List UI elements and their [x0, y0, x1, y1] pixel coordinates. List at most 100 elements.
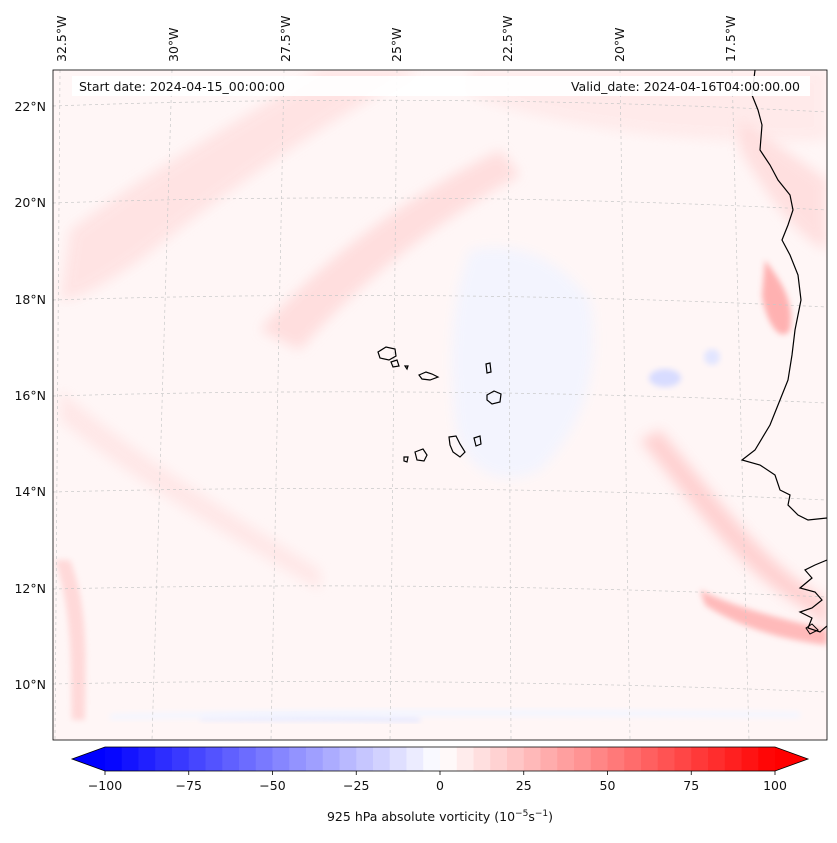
- longitude-labels: 32.5°W 30°W 27.5°W 25°W 22.5°W 20°W 17.5…: [54, 16, 738, 62]
- colorbar-tick-label: 50: [600, 778, 616, 793]
- island-fogo: [414, 448, 428, 462]
- island-sao-nicolau: [418, 371, 440, 381]
- island-santiago: [448, 435, 466, 458]
- lat-label: 18°N: [14, 292, 46, 307]
- colorbar-cell: [456, 747, 474, 771]
- colorbar-cell: [121, 747, 139, 771]
- lon-label: 20°W: [612, 27, 627, 62]
- island-santa-luzia: [403, 365, 409, 371]
- colorbar-cell: [222, 747, 240, 771]
- colorbar-cell: [724, 747, 742, 771]
- header-strip: [72, 76, 810, 96]
- vorticity-negative-patch-2: [704, 349, 720, 365]
- vorticity-band-central: [260, 150, 520, 350]
- vorticity-band-west: [60, 390, 320, 590]
- colorbar-tick-label: −75: [176, 778, 202, 793]
- lat-label: 14°N: [14, 484, 46, 499]
- colorbar-tick-label: −100: [88, 778, 122, 793]
- map-frame: [52, 69, 828, 741]
- colorbar-cell: [423, 747, 441, 771]
- colorbar-tick-label: 75: [683, 778, 699, 793]
- valid-date-label: Valid_date: 2024-04-16T04:00:00.00: [571, 79, 800, 94]
- coastline-guinea: [798, 559, 827, 633]
- colorbar-ticks: −100 −75 −50 −25 0 25 50 75 100: [88, 771, 787, 793]
- colorbar-cell: [557, 747, 575, 771]
- colorbar-cell: [657, 747, 675, 771]
- colorbar-cell: [607, 747, 625, 771]
- colorbar-cell: [172, 747, 190, 771]
- colorbar-cell: [540, 747, 558, 771]
- colorbar-cell: [674, 747, 692, 771]
- colorbar-tick-label: −50: [259, 778, 285, 793]
- colorbar-cell: [105, 747, 123, 771]
- colorbar-cell: [624, 747, 642, 771]
- island-boa-vista: [486, 390, 502, 405]
- colorbar-cell: [507, 747, 525, 771]
- colorbar-cell: [239, 747, 257, 771]
- colorbar-cell: [255, 747, 273, 771]
- vorticity-band-coast: [640, 430, 827, 640]
- colorbar-cell: [691, 747, 709, 771]
- start-date-label: Start date: 2024-04-15_00:00:00: [79, 79, 285, 94]
- colorbar-cell: [339, 747, 357, 771]
- colorbar-cell: [473, 747, 491, 771]
- coastline-bijagos: [805, 623, 819, 635]
- colorbar-cell: [188, 747, 206, 771]
- lat-label: 16°N: [14, 388, 46, 403]
- colorbar-extend-max: [775, 747, 808, 771]
- cape-verde-islands: [377, 346, 502, 463]
- colorbar-tick-label: 25: [516, 778, 532, 793]
- vorticity-max-south: [700, 590, 827, 645]
- lon-label: 32.5°W: [54, 16, 69, 62]
- colorbar-cell: [155, 747, 173, 771]
- colorbar-cell: [138, 747, 156, 771]
- colorbar-cell: [205, 747, 223, 771]
- colorbar-extend-min: [72, 747, 105, 771]
- island-maio: [473, 435, 482, 447]
- colorbar-cell: [708, 747, 726, 771]
- island-sal: [485, 362, 492, 374]
- graticule: [53, 70, 827, 740]
- lon-label: 22.5°W: [500, 16, 515, 62]
- lat-label: 10°N: [14, 677, 46, 692]
- west-africa-coastline: [740, 70, 827, 521]
- colorbar-cell: [289, 747, 307, 771]
- vorticity-band-southwest: [55, 560, 86, 720]
- colorbar-cell: [306, 747, 324, 771]
- colorbar-cell: [574, 747, 592, 771]
- lat-label: 12°N: [14, 581, 46, 596]
- island-sao-vicente: [390, 359, 400, 368]
- lat-label: 22°N: [14, 99, 46, 114]
- colorbar: −100 −75 −50 −25 0 25 50 75 100 925 hPa absolute…: [70, 746, 810, 824]
- colorbar-cell: [641, 747, 659, 771]
- lon-label: 30°W: [166, 27, 181, 62]
- colorbar-cell: [523, 747, 541, 771]
- latitude-labels: 22°N 20°N 18°N 16°N 14°N 12°N 10°N: [14, 99, 46, 692]
- vorticity-strip-bottom: [110, 709, 800, 720]
- lat-label: 20°N: [14, 195, 46, 210]
- colorbar-cell: [373, 747, 391, 771]
- colorbar-cell: [490, 747, 508, 771]
- island-brava: [403, 456, 409, 463]
- colorbar-tick-label: 0: [436, 778, 444, 793]
- colorbar-cell: [389, 747, 407, 771]
- lon-label: 27.5°W: [278, 16, 293, 62]
- colorbar-cells: [105, 747, 776, 771]
- colorbar-cell: [356, 747, 374, 771]
- map-panel: Start date: 2024-04-15_00:00:00 Valid_da…: [14, 16, 828, 741]
- colorbar-tick-label: −25: [343, 778, 369, 793]
- colorbar-cell: [272, 747, 290, 771]
- vorticity-band-nw: [60, 70, 420, 300]
- colorbar-cell: [758, 747, 776, 771]
- island-santo-antao: [377, 346, 397, 361]
- colorbar-label: 925 hPa absolute vorticity (10−5s−1): [327, 809, 553, 824]
- vorticity-negative-patch: [649, 369, 681, 387]
- vorticity-max-coast: [762, 260, 791, 335]
- vorticity-field: [53, 70, 827, 740]
- lon-label: 25°W: [389, 27, 404, 62]
- vorticity-negative-central: [452, 247, 594, 478]
- colorbar-cell: [590, 747, 608, 771]
- colorbar-cell: [741, 747, 759, 771]
- colorbar-cell: [322, 747, 340, 771]
